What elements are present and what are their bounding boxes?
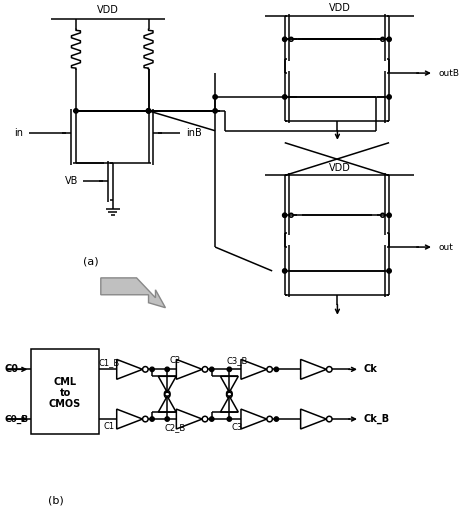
Circle shape xyxy=(146,109,151,113)
Circle shape xyxy=(387,269,392,273)
Polygon shape xyxy=(241,359,267,379)
Circle shape xyxy=(227,417,231,421)
Text: C2_B: C2_B xyxy=(164,423,186,433)
Polygon shape xyxy=(220,396,238,412)
Text: VDD: VDD xyxy=(328,163,350,173)
Polygon shape xyxy=(158,396,176,412)
Circle shape xyxy=(210,367,214,371)
Text: (b): (b) xyxy=(48,495,64,506)
Polygon shape xyxy=(176,409,202,429)
Text: VDD: VDD xyxy=(97,6,118,15)
Circle shape xyxy=(283,37,287,42)
Polygon shape xyxy=(220,376,238,392)
Polygon shape xyxy=(176,359,202,379)
Text: CMOS: CMOS xyxy=(49,399,81,408)
Text: C0_B: C0_B xyxy=(4,415,28,424)
Text: C3_B: C3_B xyxy=(227,356,248,365)
Circle shape xyxy=(227,367,231,371)
Circle shape xyxy=(274,367,279,371)
Circle shape xyxy=(146,109,151,113)
Bar xyxy=(31,350,99,434)
Text: C2: C2 xyxy=(170,356,181,365)
Circle shape xyxy=(150,417,155,421)
Text: in: in xyxy=(14,128,23,138)
Text: out: out xyxy=(439,243,454,251)
Circle shape xyxy=(150,367,155,371)
Circle shape xyxy=(213,109,217,113)
Circle shape xyxy=(213,95,217,99)
Text: inB: inB xyxy=(186,128,202,138)
Polygon shape xyxy=(301,359,327,379)
Polygon shape xyxy=(117,359,143,379)
Circle shape xyxy=(210,417,214,421)
Text: to: to xyxy=(59,388,71,398)
Circle shape xyxy=(274,417,279,421)
Circle shape xyxy=(74,109,78,113)
Text: C0: C0 xyxy=(4,364,18,374)
Polygon shape xyxy=(101,278,165,307)
Text: C3: C3 xyxy=(232,423,243,433)
Text: C1_B: C1_B xyxy=(98,358,119,367)
Text: Ck_B: Ck_B xyxy=(364,414,390,424)
Circle shape xyxy=(387,37,392,42)
Text: CML: CML xyxy=(54,377,77,387)
Text: Ck: Ck xyxy=(364,364,378,374)
Polygon shape xyxy=(241,409,267,429)
Text: (a): (a) xyxy=(83,257,99,267)
Circle shape xyxy=(165,367,169,371)
Circle shape xyxy=(165,417,169,421)
Polygon shape xyxy=(117,409,143,429)
Polygon shape xyxy=(301,409,327,429)
Circle shape xyxy=(283,213,287,217)
Polygon shape xyxy=(158,376,176,392)
Circle shape xyxy=(387,213,392,217)
Text: VB: VB xyxy=(64,177,78,186)
Circle shape xyxy=(283,269,287,273)
Text: outB: outB xyxy=(439,68,460,78)
Circle shape xyxy=(283,95,287,99)
Text: C1: C1 xyxy=(103,421,114,431)
Text: VDD: VDD xyxy=(328,4,350,13)
Circle shape xyxy=(387,95,392,99)
